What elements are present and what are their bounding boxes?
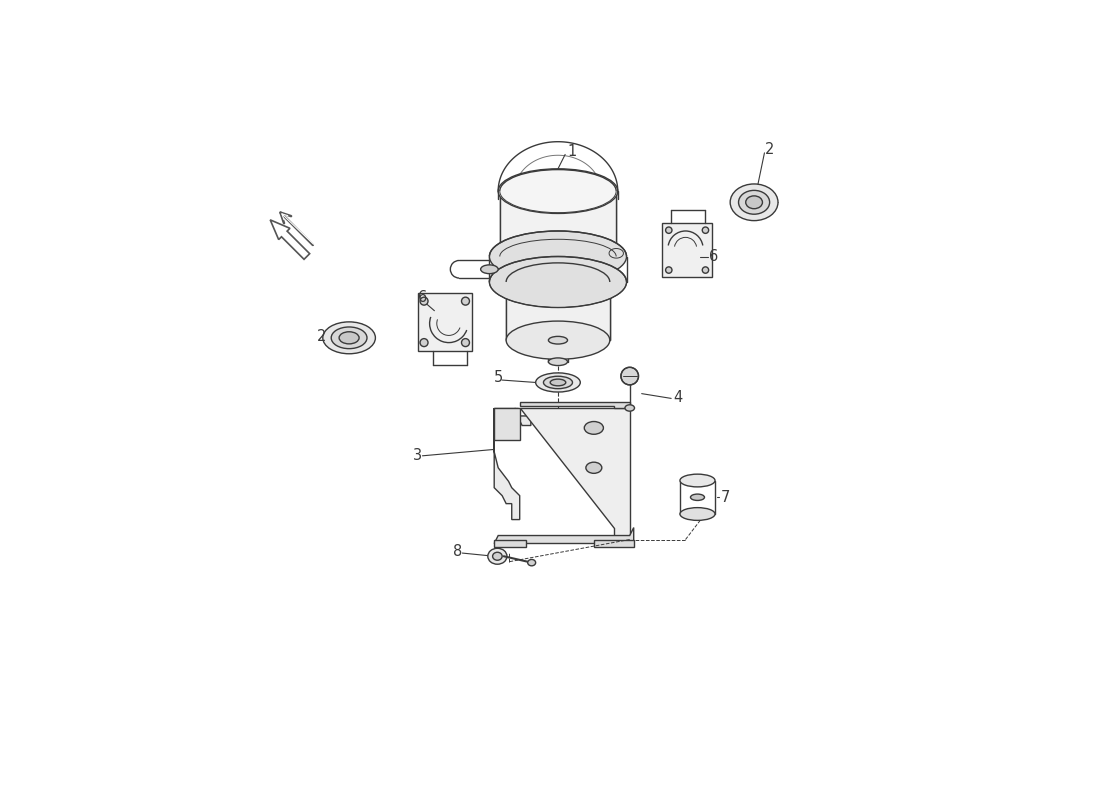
Polygon shape <box>519 402 629 408</box>
Text: 4: 4 <box>673 390 683 405</box>
Polygon shape <box>499 191 616 257</box>
Ellipse shape <box>738 190 770 214</box>
Ellipse shape <box>493 552 503 560</box>
Ellipse shape <box>331 327 367 349</box>
Polygon shape <box>494 527 634 543</box>
Ellipse shape <box>499 235 616 278</box>
Ellipse shape <box>549 358 568 366</box>
Ellipse shape <box>621 367 638 385</box>
Ellipse shape <box>584 422 604 434</box>
Ellipse shape <box>498 169 618 214</box>
Ellipse shape <box>420 338 428 346</box>
Ellipse shape <box>420 297 428 305</box>
Polygon shape <box>418 293 472 350</box>
Ellipse shape <box>702 227 708 234</box>
Ellipse shape <box>528 559 536 566</box>
Polygon shape <box>594 539 634 547</box>
Polygon shape <box>494 408 519 440</box>
Ellipse shape <box>702 267 708 274</box>
Ellipse shape <box>549 336 568 344</box>
Polygon shape <box>662 223 712 278</box>
Ellipse shape <box>536 373 581 392</box>
Ellipse shape <box>746 196 762 209</box>
Ellipse shape <box>339 332 359 344</box>
Ellipse shape <box>666 227 672 234</box>
Ellipse shape <box>586 462 602 474</box>
Ellipse shape <box>543 376 572 389</box>
Polygon shape <box>519 408 629 535</box>
Text: 7: 7 <box>720 490 730 505</box>
Text: 1: 1 <box>568 144 576 158</box>
Ellipse shape <box>506 321 609 359</box>
Ellipse shape <box>680 508 715 520</box>
Ellipse shape <box>462 297 470 305</box>
Text: 8: 8 <box>453 544 462 559</box>
Ellipse shape <box>322 322 375 354</box>
Text: 5: 5 <box>494 370 504 385</box>
Ellipse shape <box>490 231 627 282</box>
Polygon shape <box>515 408 546 426</box>
Text: 2: 2 <box>317 329 327 344</box>
Polygon shape <box>506 282 609 340</box>
Ellipse shape <box>730 184 778 221</box>
Polygon shape <box>271 220 310 259</box>
Text: 3: 3 <box>412 448 422 463</box>
Ellipse shape <box>666 267 672 274</box>
Ellipse shape <box>462 338 470 346</box>
Ellipse shape <box>481 265 498 274</box>
Text: 2: 2 <box>766 142 774 157</box>
Ellipse shape <box>691 494 704 501</box>
Text: 6: 6 <box>710 249 718 264</box>
Ellipse shape <box>490 257 627 307</box>
Ellipse shape <box>550 379 565 386</box>
Ellipse shape <box>625 405 635 411</box>
Text: 6: 6 <box>418 290 427 306</box>
Polygon shape <box>494 539 526 547</box>
Ellipse shape <box>487 548 507 564</box>
Polygon shape <box>494 408 519 519</box>
Polygon shape <box>494 408 518 416</box>
Ellipse shape <box>680 474 715 487</box>
